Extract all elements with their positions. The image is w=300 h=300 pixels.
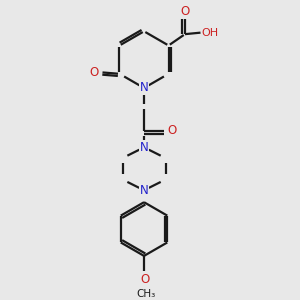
Text: N: N	[140, 141, 148, 154]
Text: O: O	[140, 273, 149, 286]
Text: O: O	[90, 66, 99, 79]
Text: O: O	[167, 124, 176, 137]
Text: N: N	[140, 82, 148, 94]
Text: N: N	[140, 184, 148, 197]
Text: CH₃: CH₃	[136, 289, 155, 299]
Text: O: O	[180, 5, 190, 18]
Text: OH: OH	[202, 28, 219, 38]
